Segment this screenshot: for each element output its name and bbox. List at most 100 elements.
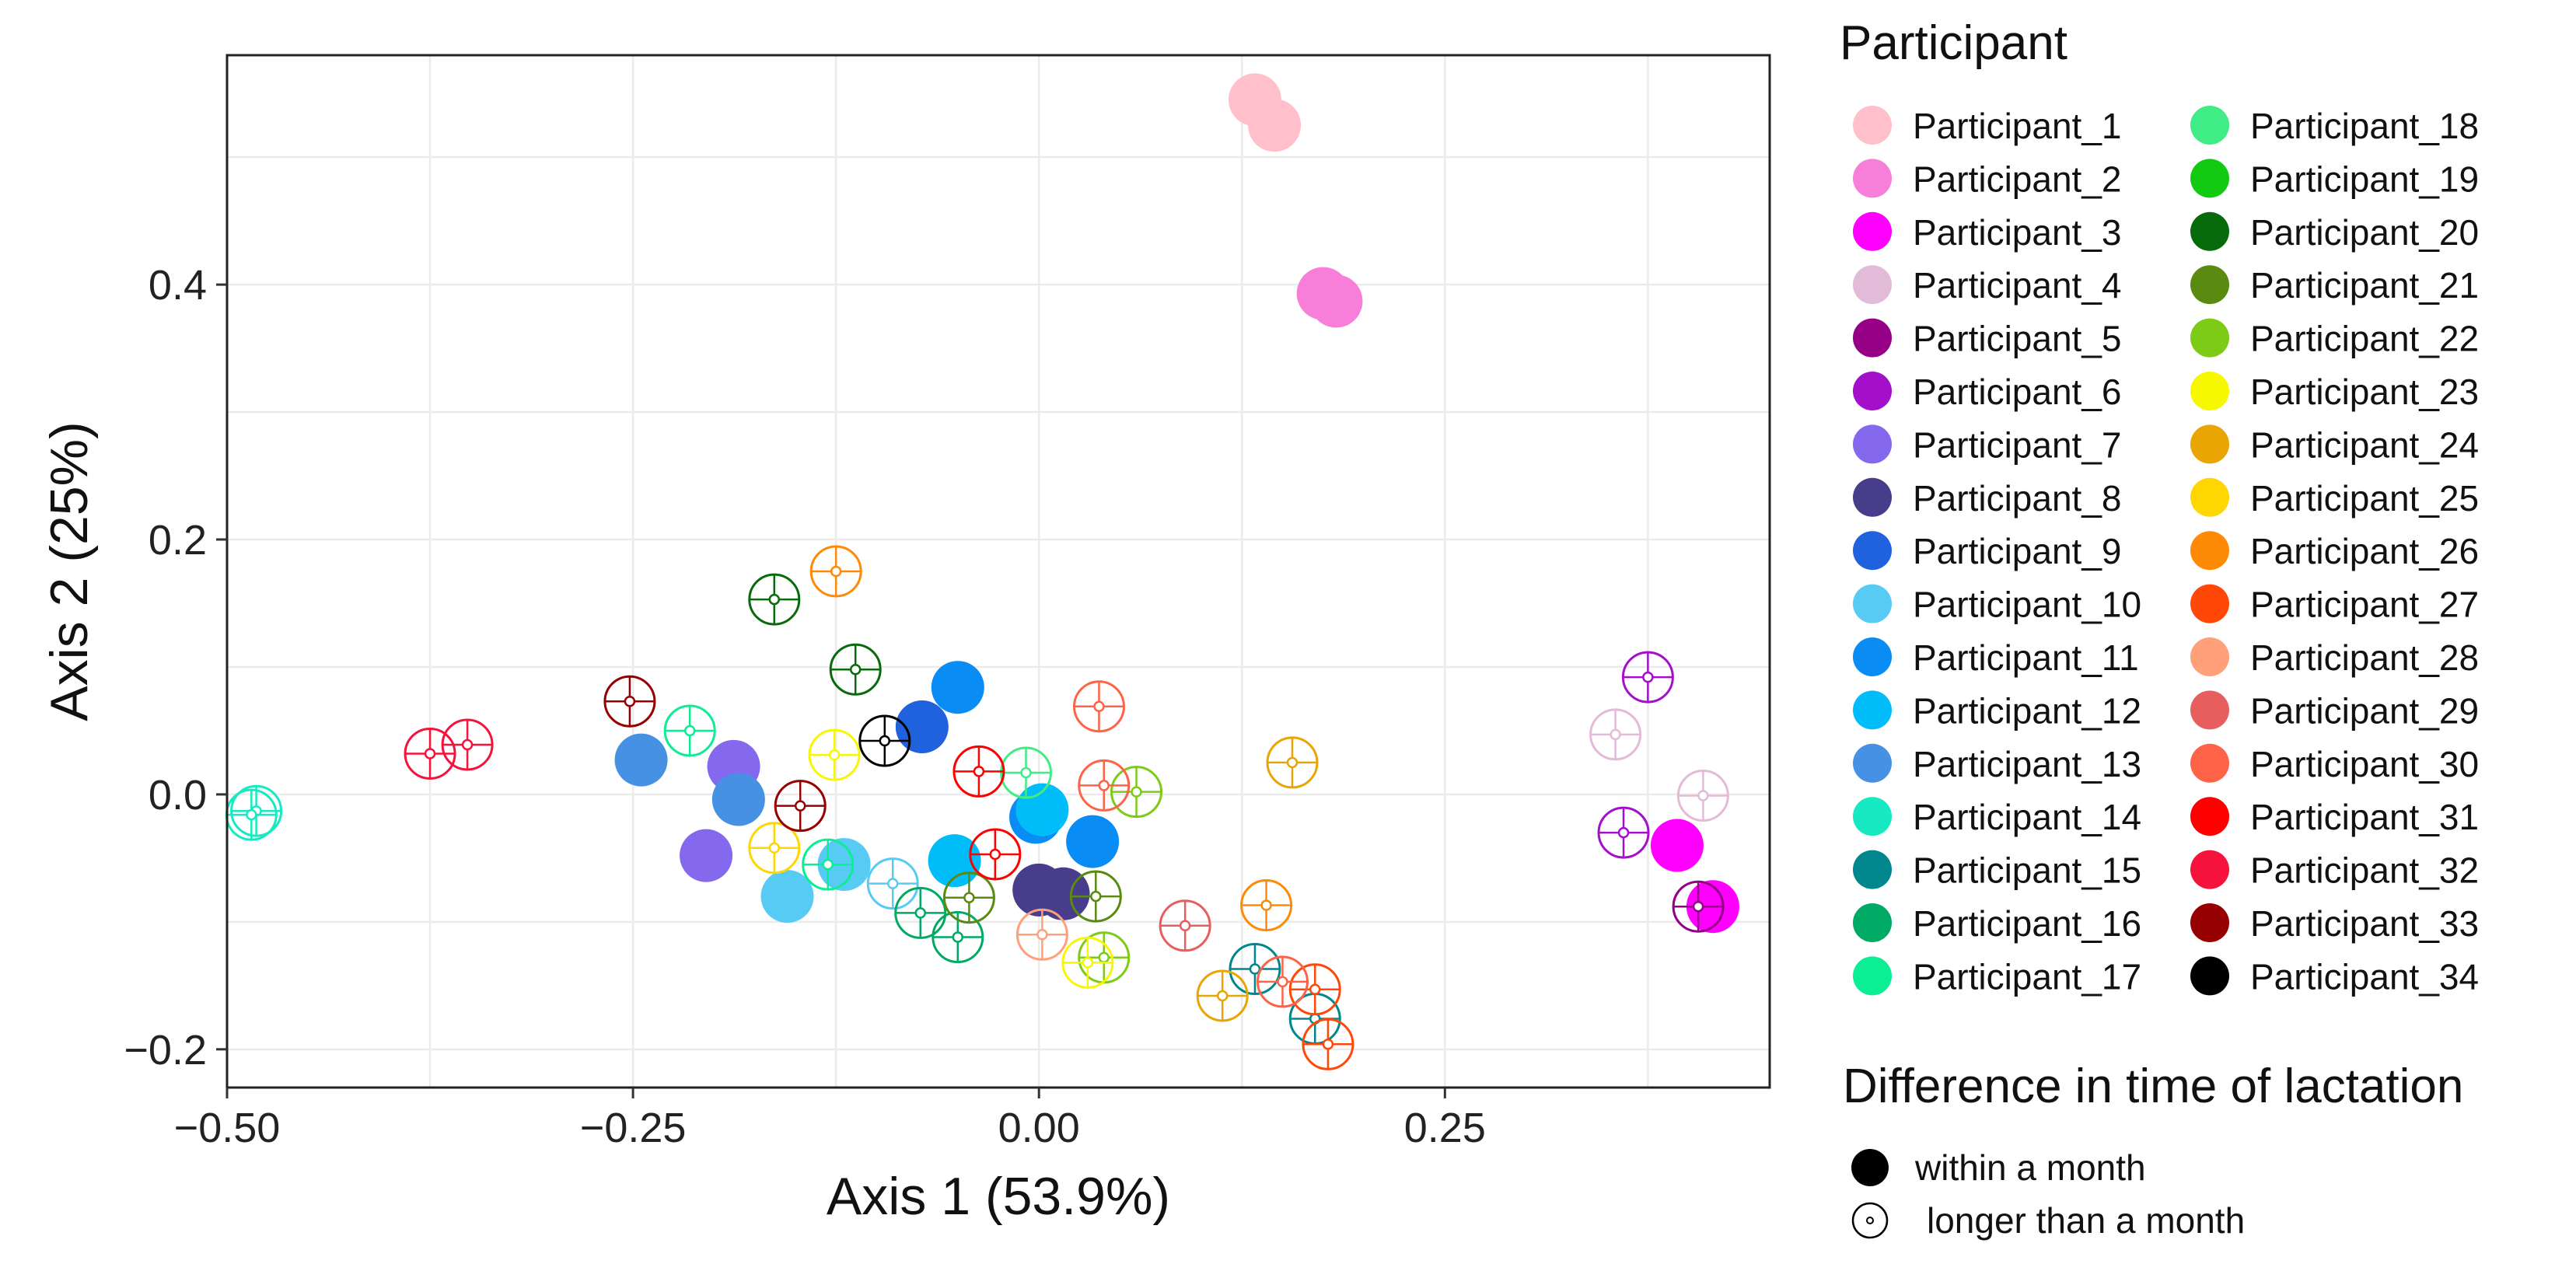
point-longer-than-month [1196, 969, 1249, 1022]
legend-entry-label: Participant_3 [1913, 212, 2122, 253]
point-longer-than-month [1072, 680, 1125, 733]
legend-swatch [2190, 318, 2229, 358]
point-center [1090, 890, 1102, 903]
point-center [1309, 983, 1321, 996]
legend-swatch [1853, 265, 1892, 305]
point-center [1131, 786, 1142, 798]
point-longer-than-month [1078, 759, 1131, 812]
point-within-month [680, 829, 733, 882]
legend-swatch [1853, 743, 1892, 783]
point-longer-than-month [1288, 963, 1341, 1016]
legend-swatch [1853, 318, 1892, 358]
point-center [1617, 826, 1630, 839]
x-tick-label: −0.25 [580, 1105, 687, 1151]
legend-longer-symbol-center [1866, 1217, 1874, 1224]
point-within-month [1066, 815, 1120, 868]
legend-swatch [2190, 159, 2229, 198]
legend-entry-label: Participant_33 [2250, 903, 2479, 944]
legend-swatch [2190, 424, 2229, 464]
point-longer-than-month [1621, 651, 1674, 704]
plot-panel-border [225, 54, 1771, 1089]
legend-entry-label: Participant_1 [1913, 106, 2122, 146]
point-center [914, 907, 927, 919]
point-longer-than-month [1302, 1018, 1354, 1070]
point-center [624, 695, 636, 707]
legend-longer-label: longer than a month [1927, 1200, 2245, 1241]
point-center [1322, 1039, 1334, 1050]
legend-swatch [1853, 584, 1892, 623]
point-longer-than-month [931, 911, 984, 964]
point-center [794, 800, 806, 812]
x-tick-label: 0.25 [1404, 1105, 1486, 1151]
point-within-month [760, 870, 814, 924]
y-tick-label: 0.2 [149, 517, 207, 564]
legend-swatch [1853, 690, 1892, 730]
legend-entry-label: Participant_6 [1913, 372, 2122, 412]
participant-legend: Participant Participant_1 Participant_2 Pa… [1840, 16, 2479, 997]
point-center [246, 808, 257, 821]
point-center [1277, 976, 1288, 988]
point-longer-than-month [225, 788, 278, 841]
point-longer-than-month [1069, 870, 1122, 923]
y-tick-label: −0.2 [124, 1027, 207, 1074]
point-center [963, 892, 975, 903]
legend-entry-label: Participant_23 [2250, 372, 2479, 412]
point-within-month [931, 661, 984, 714]
y-tick-label: 0.4 [149, 262, 207, 309]
legend-entry-label: Participant_18 [2250, 106, 2479, 146]
point-longer-than-month [866, 857, 919, 910]
point-longer-than-month [1015, 908, 1068, 961]
legend-entry-label: Participant_11 [1913, 637, 2139, 678]
point-longer-than-month [952, 745, 1005, 798]
legend-entry-label: Participant_8 [1913, 478, 2122, 519]
legend-entry-label: Participant_24 [2250, 424, 2479, 465]
legend-entry-label: Participant_27 [2250, 585, 2479, 625]
point-longer-than-month [404, 727, 456, 780]
grid-lines [225, 55, 1770, 1088]
point-longer-than-month [1266, 736, 1319, 789]
point-center [1692, 900, 1704, 913]
point-center [768, 593, 781, 606]
point-longer-than-month [774, 780, 827, 833]
legend-participant-title: Participant [1840, 16, 2067, 70]
point-longer-than-month [829, 643, 882, 696]
legend-swatch [2190, 372, 2229, 410]
point-within-month [895, 700, 949, 754]
point-longer-than-month [1159, 899, 1211, 952]
point-longer-than-month [1597, 806, 1650, 859]
legend-swatch [2190, 584, 2229, 623]
legend-longer-symbol [1851, 1202, 1889, 1239]
point-within-month [614, 733, 668, 787]
point-longer-than-month [1256, 955, 1309, 1008]
legend-swatch [2190, 211, 2229, 251]
legend-swatch [1853, 850, 1892, 889]
point-center [973, 766, 985, 777]
point-center [952, 931, 964, 943]
point-longer-than-month [1061, 936, 1114, 989]
point-longer-than-month [441, 718, 494, 771]
legend-entry-label: Participant_19 [2250, 159, 2479, 199]
x-axis-title: Axis 1 (53.9%) [827, 1167, 1170, 1226]
x-tick-label: 0.00 [998, 1105, 1080, 1151]
legend-entry-label: Participant_16 [1913, 903, 2141, 944]
legend-swatch [1853, 372, 1892, 410]
point-longer-than-month [942, 871, 995, 924]
point-center [828, 749, 841, 761]
point-center [1179, 920, 1191, 932]
legend-swatch [2190, 743, 2229, 783]
point-longer-than-month [748, 822, 801, 875]
point-center [1216, 990, 1229, 1002]
point-center [1098, 951, 1110, 964]
legend-swatch [1853, 424, 1892, 464]
y-axis-ticks: −0.2 0.0 0.2 0.4 [124, 262, 227, 1074]
legend-entry-label: Participant_2 [1913, 159, 2122, 199]
legend-swatch [2190, 637, 2229, 676]
data-points [225, 73, 1739, 1070]
legend-entry-label: Participant_30 [2250, 744, 2479, 784]
legend-swatch [2190, 106, 2229, 145]
legend-within-symbol [1851, 1149, 1889, 1186]
point-longer-than-month [1110, 766, 1163, 819]
point-longer-than-month [809, 545, 862, 598]
y-axis-title: Axis 2 (25%) [40, 421, 99, 721]
